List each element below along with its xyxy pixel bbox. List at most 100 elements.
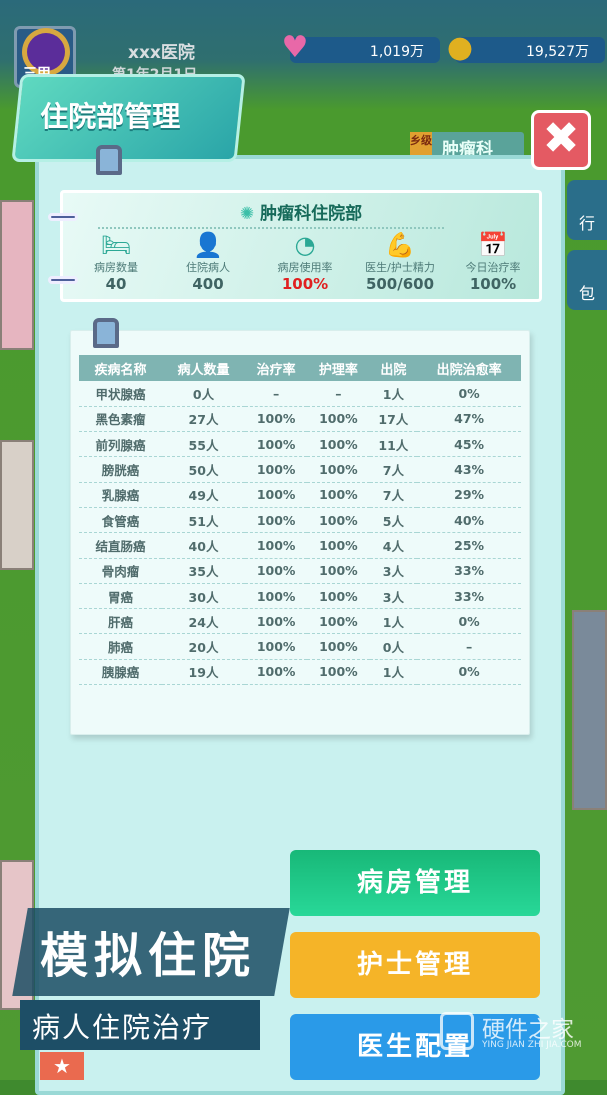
table-cell: 49人	[162, 482, 245, 508]
table-row: 结直肠癌 40人 100% 100% 4人 25%	[79, 532, 521, 559]
table-cell: 51人	[162, 507, 245, 534]
table-cell: 0%	[417, 659, 521, 686]
stat-label: 病房使用率	[277, 261, 333, 274]
stat-label: 住院病人	[186, 261, 230, 274]
table-cell: 100%	[307, 507, 370, 534]
table-cell: 55人	[162, 431, 245, 458]
close-button[interactable]: ✖	[531, 110, 591, 170]
hearts-counter[interactable]: ♥ 1,019万	[282, 31, 440, 65]
table-cell: 33%	[417, 583, 521, 610]
column-header: 疾病名称	[79, 355, 162, 381]
table-cell: 50人	[162, 456, 245, 483]
table-cell: 100%	[245, 456, 308, 483]
table-cell: 30人	[162, 583, 245, 610]
table-cell: 100%	[307, 431, 370, 458]
table-cell: –	[417, 633, 521, 660]
column-header: 出院治愈率	[417, 355, 521, 381]
table-cell: 43%	[417, 456, 521, 483]
table-cell: 3人	[369, 583, 418, 610]
table-cell: 100%	[245, 558, 308, 584]
table-cell: 0人	[162, 381, 245, 407]
stat-value: 100%	[469, 275, 517, 293]
watermark-name: 硬件之家	[482, 1017, 574, 1043]
muscle-icon: 💪	[385, 231, 415, 259]
table-cell: 100%	[245, 507, 308, 534]
dept-title-text: 肿瘤科住院部	[260, 204, 363, 224]
stat-label: 病房数量	[94, 261, 138, 274]
stat-treatment-rate: 📅 今日治疗率 100%	[448, 231, 538, 293]
table-cell: 黑色素瘤	[79, 406, 162, 433]
table-cell: 100%	[307, 558, 370, 584]
table-cell: 7人	[369, 456, 418, 483]
table-cell: 100%	[245, 633, 308, 660]
map-building	[0, 200, 34, 350]
table-cell: 100%	[245, 583, 308, 610]
dept-title: ✺ 肿瘤科住院部	[63, 199, 539, 224]
stat-value: 400	[192, 275, 224, 293]
stat-value: 40	[105, 275, 127, 293]
table-cell: 100%	[245, 482, 308, 508]
table-cell: 骨肉瘤	[79, 558, 162, 584]
dept-info-card: ✺ 肿瘤科住院部 🛏 病房数量 40 👤 住院病人 400 ◔ 病房使用率 100% 💪 医生…	[60, 190, 542, 302]
table-cell: –	[307, 381, 370, 407]
table-cell: 1人	[369, 608, 418, 635]
side-button-1[interactable]: 行	[567, 180, 607, 240]
close-x-icon: ✖	[542, 113, 580, 164]
table-cell: 1人	[369, 381, 418, 407]
table-cell: 甲状腺癌	[79, 381, 162, 407]
map-building	[572, 610, 607, 810]
stat-energy: 💪 医生/护士精力 500/600	[355, 231, 445, 293]
rank-star-icon	[27, 33, 65, 71]
nurse-management-button[interactable]: 护士管理	[290, 932, 540, 998]
hearts-value: 1,019万	[369, 44, 424, 60]
table-cell: 肺癌	[79, 633, 162, 660]
table-cell: 20人	[162, 633, 245, 660]
table-cell: 100%	[307, 456, 370, 483]
side-label: 包	[578, 284, 595, 303]
promo-subtitle: 病人住院治疗	[32, 1011, 213, 1044]
watermark-logo-icon	[440, 1012, 474, 1050]
map-building	[0, 440, 34, 570]
table-cell: 前列腺癌	[79, 431, 162, 458]
table-row: 肺癌 20人 100% 100% 0人 –	[79, 633, 521, 660]
level-tag: 乡级	[410, 132, 432, 160]
table-cell: 100%	[245, 431, 308, 458]
table-cell: 25%	[417, 532, 521, 559]
binder-clip-icon	[96, 145, 122, 175]
table-cell: 100%	[245, 659, 308, 686]
stat-label: 医生/护士精力	[365, 261, 435, 274]
table-cell: 4人	[369, 532, 418, 559]
table-row: 胰腺癌 19人 100% 100% 1人 0%	[79, 659, 521, 686]
table-cell: 100%	[245, 406, 308, 433]
table-row: 黑色素瘤 27人 100% 100% 17人 47%	[79, 406, 521, 433]
side-label: 行	[578, 214, 595, 233]
watermark-url: YING JIAN ZHI JIA.COM	[482, 1040, 582, 1050]
table-cell: 33%	[417, 558, 521, 584]
virus-icon: ✺	[239, 204, 261, 224]
doctor-config-button[interactable]: 医生配置	[290, 1014, 540, 1080]
table-cell: 0%	[417, 381, 521, 407]
table-cell: 100%	[245, 608, 308, 635]
table-row: 乳腺癌 49人 100% 100% 7人 29%	[79, 482, 521, 508]
stat-ward-usage: ◔ 病房使用率 100%	[260, 231, 350, 293]
binder-clip-icon	[93, 318, 119, 348]
table-cell: 肝癌	[79, 608, 162, 635]
coins-counter[interactable]: ● 19,527万	[447, 31, 605, 65]
stat-label: 今日治疗率	[465, 261, 521, 274]
promo-subtitle-bg	[20, 1000, 260, 1050]
table-row: 胃癌 30人 100% 100% 3人 33%	[79, 583, 521, 610]
ward-management-button[interactable]: 病房管理	[290, 850, 540, 916]
column-header: 护理率	[307, 355, 370, 381]
pie-chart-icon: ◔	[294, 231, 316, 259]
stat-patients: 👤 住院病人 400	[163, 231, 253, 293]
table-cell: 7人	[369, 482, 418, 508]
table-row: 膀胱癌 50人 100% 100% 7人 43%	[79, 456, 521, 483]
table-row: 甲状腺癌 0人 – –1人 0%	[79, 381, 521, 407]
side-button-2[interactable]: 包	[567, 250, 607, 310]
table-cell: 食管癌	[79, 507, 162, 534]
table-cell: 24人	[162, 608, 245, 635]
table-cell: 100%	[307, 633, 370, 660]
table-row: 骨肉瘤 35人 100% 100% 3人 33%	[79, 558, 521, 584]
table-cell: 胃癌	[79, 583, 162, 610]
table-cell: 100%	[245, 532, 308, 559]
